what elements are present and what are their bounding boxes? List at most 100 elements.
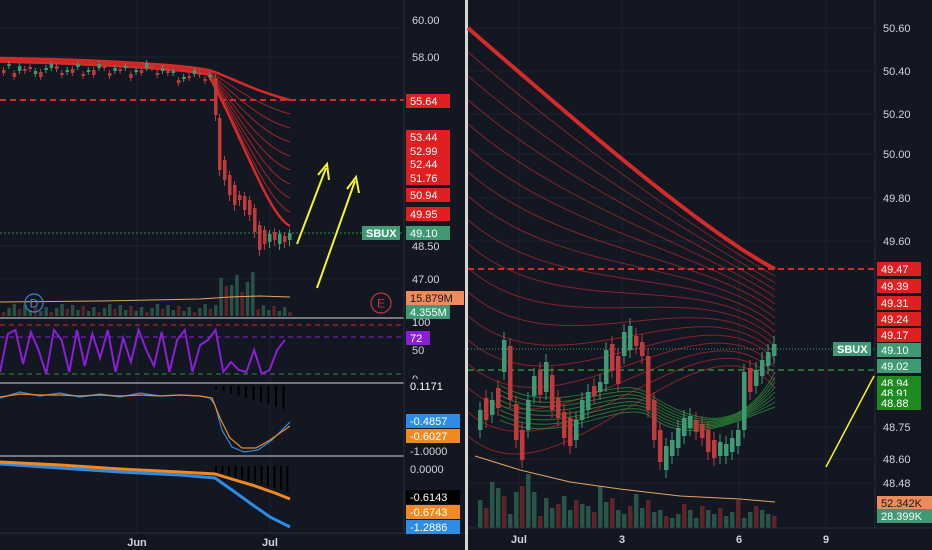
candle (49, 64, 54, 68)
candle (198, 72, 202, 75)
price-tick-label: 48.48 (883, 478, 911, 490)
layout-divider[interactable] (465, 0, 468, 550)
volume-bar (145, 312, 149, 316)
volume-bar (574, 500, 579, 528)
candle (238, 195, 242, 200)
price-badge-label: 48.88 (881, 398, 909, 410)
candle (754, 370, 759, 386)
candle (514, 404, 519, 440)
moving-average-line (467, 267, 776, 340)
volume-bar (182, 311, 186, 316)
oscillator-badge-label: 0.0000 (410, 464, 444, 476)
volume-bar (640, 508, 645, 528)
left-price-axis[interactable]: 60.00 58.00 48.50 47.00 55.64 53.44 52.9952.44… (362, 15, 464, 534)
moving-average-line (467, 243, 776, 333)
volume-bar (544, 498, 549, 528)
candle (171, 71, 176, 73)
volume-bar (748, 512, 753, 528)
moving-average-line (467, 219, 776, 326)
candle (538, 370, 543, 395)
price-tick-label: 58.00 (412, 52, 440, 64)
volume-bar (520, 486, 525, 528)
price-badge (406, 226, 450, 240)
price-badge (877, 396, 921, 410)
volume-bar (568, 510, 573, 528)
candle (634, 336, 639, 346)
candle (598, 382, 603, 392)
volume-bar (288, 312, 292, 316)
dividend-marker-label: D (30, 297, 39, 311)
price-badge (877, 509, 932, 523)
right-chart-panel[interactable]: Jul 3 6 9 50.60 50.40 50.20 50.00 49.80 49.60… (466, 0, 932, 546)
volume-bar (580, 504, 585, 528)
price-badge-label: 55.64 (410, 96, 438, 108)
volume-bar (646, 500, 651, 528)
volume-bar (532, 492, 537, 528)
candle (134, 70, 138, 72)
price-badge (406, 130, 450, 144)
symbol-tag-label: SBUX (366, 228, 397, 240)
volume-bar (742, 518, 747, 528)
volume-bar (652, 512, 657, 528)
earnings-marker[interactable] (370, 292, 392, 314)
oscillator-slow-line (0, 460, 291, 501)
price-tick-label: 48.75 (883, 422, 911, 434)
time-label: Jul (511, 534, 527, 546)
volume-bar (39, 311, 43, 316)
right-price-axis[interactable]: 50.60 50.40 50.20 50.00 49.80 49.60 48.75 48.60… (833, 23, 932, 523)
candle (253, 208, 257, 232)
left-chart-panel[interactable]: D E Jun Jul 60 (0, 0, 465, 549)
trendline-annotation[interactable] (825, 375, 875, 468)
histogram-bar (260, 466, 263, 485)
candle (508, 346, 513, 400)
price-badge-label: 49.10 (410, 228, 438, 240)
price-badge-label: 50.94 (410, 190, 438, 202)
arrow-annotation-icon[interactable] (316, 174, 360, 289)
moving-average-line (499, 406, 776, 431)
moving-average-line (499, 401, 776, 429)
moving-average-line (467, 123, 776, 298)
moving-average-line (467, 99, 776, 291)
histogram-bar (254, 466, 256, 483)
candle (113, 68, 117, 71)
candle (70, 69, 75, 73)
volume-bar (76, 310, 80, 316)
candle (724, 444, 729, 456)
volume-bar (256, 309, 260, 316)
histogram-bar (234, 466, 237, 478)
price-badge (877, 296, 921, 310)
macd-badge (406, 379, 460, 393)
volume-bar (628, 506, 633, 528)
candle (273, 232, 277, 240)
candle (139, 70, 144, 73)
volume-bar (155, 304, 160, 316)
volume-bar (562, 496, 567, 528)
macd-badge-label: 0.1171 (410, 381, 443, 393)
symbol-tag (362, 226, 400, 240)
macd-badge-label: -0.6027 (410, 431, 447, 443)
volume-bar (23, 305, 27, 316)
histogram-bar (275, 386, 277, 407)
candle (288, 233, 292, 240)
histogram-bar (245, 386, 247, 398)
moving-average-line (467, 315, 776, 354)
time-label: 3 (619, 534, 625, 546)
time-label: 9 (823, 534, 829, 546)
candle (192, 70, 197, 74)
volume-bar (166, 305, 170, 316)
candle (233, 185, 237, 205)
dividend-marker[interactable] (24, 293, 44, 313)
moving-average-line (467, 291, 776, 347)
volume-bar (772, 516, 777, 528)
candle (544, 362, 549, 392)
volume-bar (706, 510, 711, 528)
earnings-marker-label: E (377, 297, 385, 311)
candle (65, 70, 70, 72)
arrow-annotation-icon[interactable] (296, 161, 330, 245)
candle (283, 236, 287, 242)
price-badge (877, 312, 921, 326)
volume-bar (108, 304, 112, 316)
price-badge-label: 15.879M (410, 293, 453, 305)
candle (92, 70, 96, 75)
volume-bar (730, 512, 735, 528)
